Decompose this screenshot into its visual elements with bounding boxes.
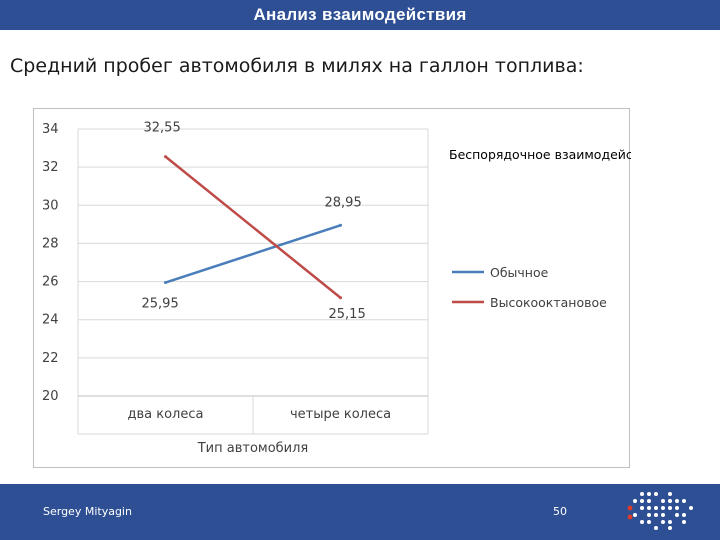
x-axis-title: Тип автомобиля	[197, 441, 309, 456]
y-tick-label: 28	[42, 236, 59, 251]
series-line	[164, 155, 342, 299]
legend-label: Высокооктановое	[490, 295, 607, 310]
header-bar: Анализ взаимодействия	[0, 0, 720, 30]
dot-logo-icon	[627, 492, 693, 530]
page-number: 50	[553, 505, 567, 518]
data-label: 25,95	[142, 297, 179, 312]
y-tick-label: 22	[42, 351, 59, 366]
data-point	[339, 223, 342, 227]
x-tick-label: два колеса	[128, 407, 204, 422]
y-tick-label: 24	[42, 313, 59, 328]
data-label: 32,55	[144, 121, 181, 136]
line-chart: 20 22 24 26 28 30 32 34 два колеса четыре колеса Т…	[42, 121, 631, 456]
author-name: Sergey Mityagin	[43, 505, 132, 518]
y-tick-label: 26	[42, 275, 59, 290]
data-point	[164, 281, 167, 285]
y-tick-label: 20	[42, 389, 59, 404]
data-label: 28,95	[325, 195, 362, 210]
chart-frame: 20 22 24 26 28 30 32 34 два колеса четыре колеса Т…	[33, 108, 631, 468]
footer-bar: Sergey Mityagin 50	[0, 484, 720, 540]
chart-annotation: Беспорядочное взаимодействие	[449, 147, 631, 162]
legend-label: Обычное	[490, 265, 549, 280]
series-line	[165, 224, 341, 284]
x-tick-label: четыре колеса	[290, 407, 391, 422]
data-point	[339, 296, 342, 300]
slide-subtitle: Средний пробег автомобиля в милях на гал…	[10, 55, 584, 77]
y-tick-label: 30	[42, 198, 59, 213]
data-point	[164, 155, 167, 159]
y-tick-label: 32	[42, 160, 59, 175]
slide-title: Анализ взаимодействия	[253, 5, 467, 24]
data-label: 25,15	[329, 307, 366, 322]
y-tick-label: 34	[42, 122, 59, 137]
